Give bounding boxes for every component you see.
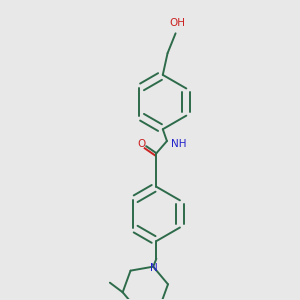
- Text: NH: NH: [171, 139, 186, 148]
- Text: O: O: [137, 139, 145, 148]
- Text: N: N: [150, 262, 158, 273]
- Text: OH: OH: [169, 18, 185, 28]
